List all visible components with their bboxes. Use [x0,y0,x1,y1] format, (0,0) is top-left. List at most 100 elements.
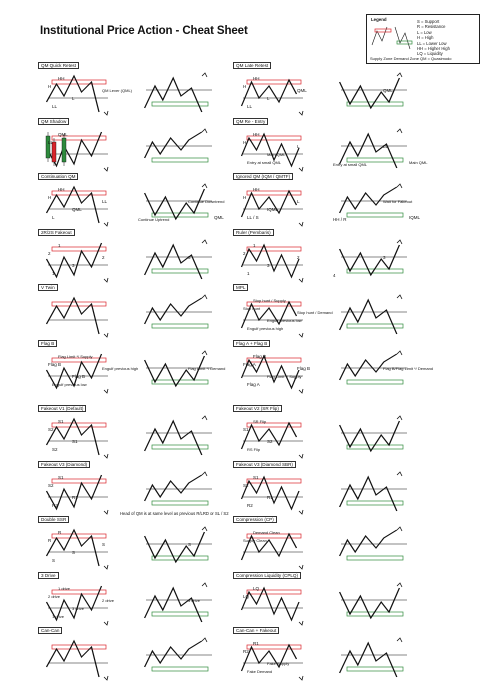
pattern-panel: Compression Liquidity (CPLQ) LQ LQ [233,572,463,628]
legend-zones: Supply Zone Demand Zone QM = Quasimodo [370,55,452,61]
pattern-diagram: 1 2 3 1 2 3 4 [240,239,407,283]
pattern-label: L [267,96,270,101]
pattern-label: 1 [52,271,55,276]
pattern-label: LL [383,144,389,149]
pattern-diagram: 1 2 3 1 2 3 [45,239,212,283]
pattern-diagram [45,294,212,338]
pattern-label: QML [58,132,68,137]
pattern-label: Stop hunt / Supply [253,298,286,303]
pattern-label: LL [247,104,253,109]
pattern-label: L [52,215,55,220]
pattern-label: S2 [48,483,54,488]
pattern-label: S2 [48,427,54,432]
pattern-label: S1 [253,475,259,480]
legend-box: Legend S = Support R = Resistance L = Lo… [366,14,480,64]
pattern-label: 3 [267,263,270,268]
pattern-label: Engulf previous high [247,326,283,331]
pattern-label: Entry at small QML [247,160,282,165]
pattern-label: QML [214,215,224,220]
pattern-panel: Fakeout V3 (Diamond) S1 S2 R1 R2 [38,461,268,517]
pattern-diagram: Flag Limit */ Supply Flag B Flag B Engulf p… [45,350,225,394]
pattern-title: QM Re - Entry [233,118,269,125]
pattern-label: L [72,96,75,101]
pattern-panel: Double SSR R R S S S S [38,516,268,572]
pattern-label: Continue Downtrend [188,199,224,204]
pattern-label: Stop hunt / Demand [297,310,333,315]
pattern-title: Fakeout V3 (Diamond) [38,461,91,468]
legend-item: HH = Higher High [417,46,450,52]
pattern-diagram: Flag B Flag A Flag Limit */ Supply Flag A Fl… [240,350,433,394]
pattern-label: QM Lever (QML) [102,88,133,93]
pattern-label: R [58,530,62,535]
pattern-label: HH [58,76,65,81]
pattern-title: Flag A + Flag B [233,340,271,347]
pattern-panel: V Twin [38,284,268,340]
pattern-label: R1 [72,495,78,500]
pattern-title: Fakeout V1 (Default) [38,405,87,412]
pattern-label: H [243,140,246,145]
pattern-label: 3 [383,255,386,260]
pattern-label: Main QML [409,160,428,165]
pattern-title: Can-Can + Fakeout [233,627,280,634]
pattern-diagram: S1 S2 R1 R2 [240,471,407,515]
pattern-label: Entry at small QML [333,162,368,167]
pattern-label: IQML [267,207,278,212]
pattern-diagram [45,637,212,681]
pattern-label: LL [48,140,54,145]
pattern-label: R1 [253,641,259,646]
pattern-panel: QM Re - Entry HH H Main QML Entry at small Q… [233,118,463,174]
pattern-label: HH / R [333,217,347,222]
pattern-label: Flag B [48,362,61,367]
pattern-panel: Ignored QM (IQM / QMTF) HH H IQML LL / S L Wai… [233,173,463,229]
pattern-title: Fakeout V2 (SR Flip) [233,405,282,412]
pattern-label: HH [58,187,65,192]
pattern-title: Can-Can [38,627,63,634]
pattern-label: 1 drive [58,586,71,591]
pattern-diagram: R R S S S S [45,526,212,570]
pattern-label: 2 drive [102,598,115,603]
pattern-label: Engulf previous high [102,366,138,371]
pattern-label: Demand Clean [253,530,280,535]
pattern-panel: Compression (CP) Demand Clean Supply Clean [233,516,463,572]
pattern-label: H [243,84,246,89]
pattern-label: Engulf previous low [267,318,302,323]
pattern-label: S [72,550,75,555]
pattern-panel: Can-Can [38,627,268,683]
legend-item: LQ = Liquidity [417,51,443,57]
pattern-panel: QM Quick Retest HH H L LL QM Lever (QML) [38,62,268,118]
pattern-panel: 3 Drive 1 drive 2 drive 3 drive 1 drive 2 dri… [38,572,268,628]
pattern-label: 1 [253,243,256,248]
pattern-label: 3 drive [72,606,85,611]
pattern-title: V Twin [38,284,58,291]
pattern-title: Compression (CP) [233,516,277,523]
pattern-diagram: SR Flip S1 S2 RS Flip [240,415,407,459]
pattern-panel: Continuation QM HH H QML L LL Continue Downtre… [38,173,268,229]
pattern-diagram: R1 R2 Fake Supply Fake Demand [240,637,407,681]
pattern-label: S1 [58,419,64,424]
pattern-panel: QM Late Retest HH H L LL QML QML [233,62,463,118]
pattern-panel: Ruler (Pembaris) 1 2 3 1 2 3 4 [233,229,463,285]
pattern-panel: QM Shadow QML LL [38,118,268,174]
pattern-panel: MPL Stop hunt / Supply Stop hunt Engulf pre… [233,284,463,340]
pattern-diagram: Stop hunt / Supply Stop hunt Engulf previo… [240,294,407,338]
pattern-label: Continue Uptrend [138,217,169,222]
legend-item: R = Resistance [417,24,446,30]
pattern-label: LL [52,104,58,109]
pattern-label: 3 [188,255,191,260]
pattern-title: Fakeout V3 (Diamond SBR) [233,461,296,468]
pattern-label: Main QML [267,152,286,157]
pattern-label: HH [253,76,260,81]
pattern-diagram: QML LL [45,128,212,172]
pattern-panel: Can-Can + Fakeout R1 R2 Fake Supply Fake Dem… [233,627,463,683]
pattern-label: L [297,199,300,204]
pattern-label: S [188,542,191,547]
pattern-label: L [297,144,300,149]
pattern-title: 2R/2S Fakeout [38,229,75,236]
pattern-title: MPL [233,284,249,291]
pattern-label: 2 [48,251,51,256]
